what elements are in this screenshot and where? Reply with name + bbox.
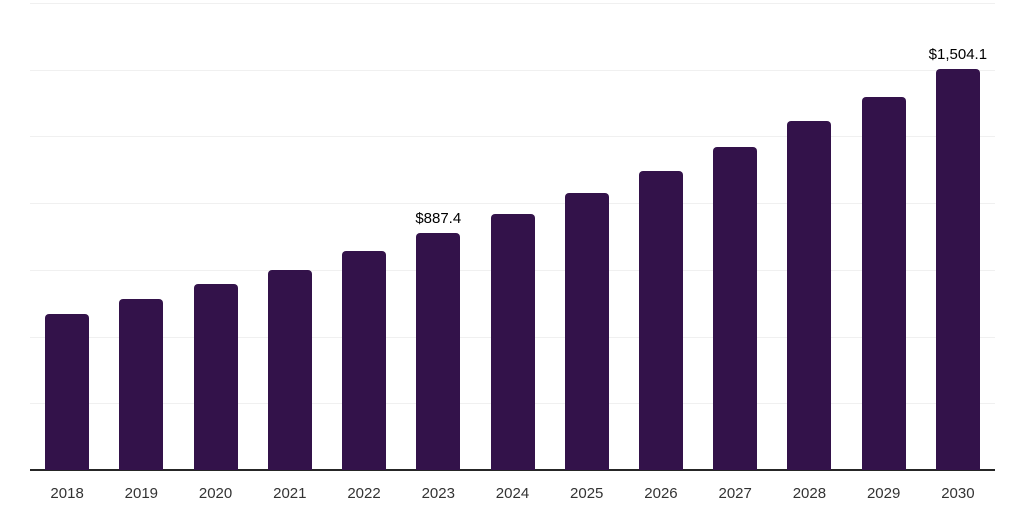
x-tick-label-2026: 2026 [644,485,678,502]
x-tick-label-2025: 2025 [570,485,604,502]
bar-2030 [935,68,980,470]
x-tick-label-2029: 2029 [866,485,901,502]
bar-2019 [119,298,164,470]
bar-2021 [267,269,312,470]
bar-2025 [564,193,609,470]
x-tick-label-2021: 2021 [273,485,307,502]
bar-value-label-2023: $887.4 [415,210,462,228]
bar-value-label-2030: $1,504.1 [928,45,988,63]
gridline-1250 [30,136,995,138]
bar-2023 [416,233,461,470]
bar-2020 [193,284,238,470]
bar-2028 [787,121,832,470]
x-tick-label-2022: 2022 [347,485,381,502]
x-tick-label-2020: 2020 [198,485,233,502]
x-tick-label-2030: 2030 [941,485,975,502]
x-tick-label-2023: 2023 [421,485,455,502]
x-tick-label-2024: 2024 [495,485,530,502]
x-tick-label-2018: 2018 [50,485,84,502]
bar-2022 [342,251,387,470]
bar-2027 [713,147,758,470]
gridline-1750 [30,3,995,4]
x-tick-label-2019: 2019 [124,485,159,502]
bar-2024 [490,213,535,470]
x-tick-label-2027: 2027 [718,485,752,502]
x-tick-label-2028: 2028 [792,485,827,502]
gridline-1500 [30,69,995,71]
bar-2018 [45,313,90,470]
bar-2029 [861,97,906,470]
gridline-1000 [30,203,995,205]
x-axis-line [30,469,995,471]
bar-2026 [638,171,683,470]
